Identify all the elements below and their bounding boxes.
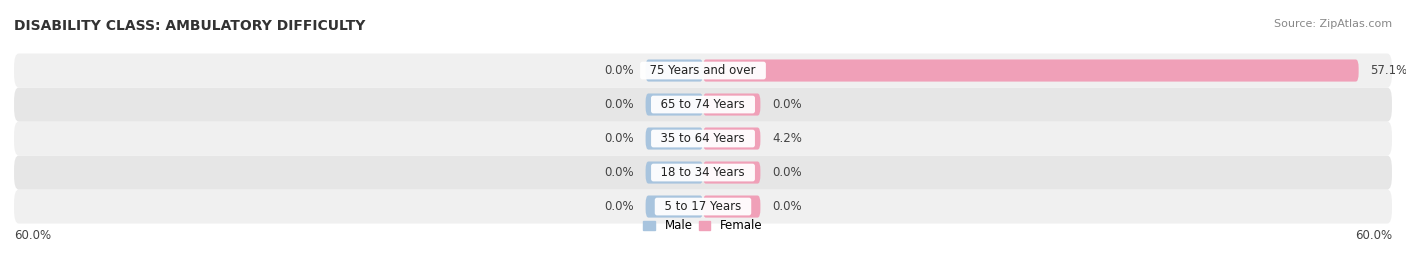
Text: 60.0%: 60.0% xyxy=(1355,229,1392,242)
Text: 0.0%: 0.0% xyxy=(605,98,634,111)
FancyBboxPatch shape xyxy=(14,122,1392,155)
Text: Source: ZipAtlas.com: Source: ZipAtlas.com xyxy=(1274,19,1392,29)
Text: 0.0%: 0.0% xyxy=(772,166,801,179)
Text: 0.0%: 0.0% xyxy=(605,64,634,77)
FancyBboxPatch shape xyxy=(703,161,761,183)
FancyBboxPatch shape xyxy=(645,128,703,150)
Legend: Male, Female: Male, Female xyxy=(638,215,768,237)
Text: 35 to 64 Years: 35 to 64 Years xyxy=(654,132,752,145)
Text: 4.2%: 4.2% xyxy=(772,132,801,145)
FancyBboxPatch shape xyxy=(645,59,703,82)
FancyBboxPatch shape xyxy=(14,54,1392,87)
FancyBboxPatch shape xyxy=(645,196,703,218)
Text: 75 Years and over: 75 Years and over xyxy=(643,64,763,77)
Text: DISABILITY CLASS: AMBULATORY DIFFICULTY: DISABILITY CLASS: AMBULATORY DIFFICULTY xyxy=(14,19,366,33)
FancyBboxPatch shape xyxy=(14,190,1392,224)
Text: 18 to 34 Years: 18 to 34 Years xyxy=(654,166,752,179)
Text: 0.0%: 0.0% xyxy=(772,98,801,111)
FancyBboxPatch shape xyxy=(703,196,761,218)
FancyBboxPatch shape xyxy=(14,87,1392,122)
Text: 0.0%: 0.0% xyxy=(605,200,634,213)
FancyBboxPatch shape xyxy=(703,128,761,150)
Text: 57.1%: 57.1% xyxy=(1369,64,1406,77)
FancyBboxPatch shape xyxy=(645,94,703,116)
Text: 0.0%: 0.0% xyxy=(605,166,634,179)
FancyBboxPatch shape xyxy=(703,59,1358,82)
Text: 0.0%: 0.0% xyxy=(772,200,801,213)
FancyBboxPatch shape xyxy=(14,155,1392,190)
Text: 65 to 74 Years: 65 to 74 Years xyxy=(654,98,752,111)
Text: 0.0%: 0.0% xyxy=(605,132,634,145)
Text: 5 to 17 Years: 5 to 17 Years xyxy=(657,200,749,213)
FancyBboxPatch shape xyxy=(645,161,703,183)
FancyBboxPatch shape xyxy=(703,94,761,116)
Text: 60.0%: 60.0% xyxy=(14,229,51,242)
